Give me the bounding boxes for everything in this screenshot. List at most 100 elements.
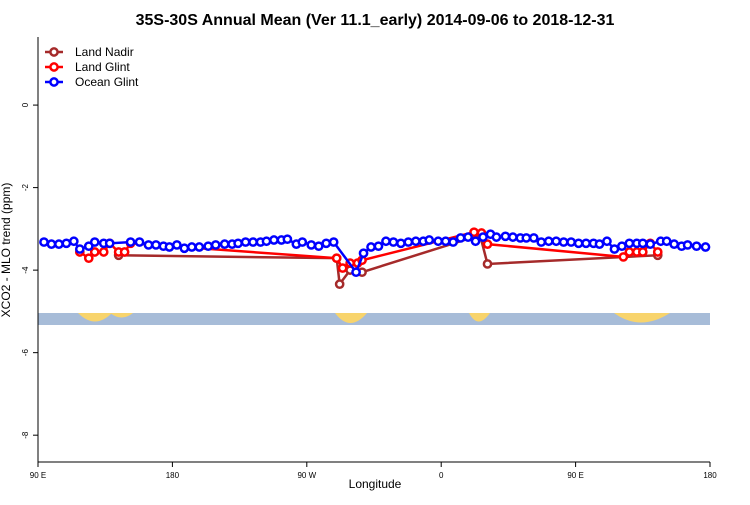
- data-point: [54, 239, 64, 249]
- data-point: [661, 236, 672, 247]
- data-point: [134, 237, 145, 247]
- data-point: [440, 236, 451, 247]
- data-point: [543, 236, 554, 247]
- data-point: [528, 233, 539, 243]
- data-point: [551, 236, 562, 247]
- data-point: [125, 237, 136, 247]
- data-point: [331, 253, 342, 264]
- x-axis-label: Longitude: [349, 477, 402, 491]
- ocean-strip: [38, 313, 710, 325]
- data-point: [282, 234, 293, 245]
- land-patch: [335, 313, 367, 323]
- data-point: [388, 237, 399, 247]
- x-tick-label: 180: [703, 471, 717, 480]
- data-point: [624, 238, 635, 249]
- data-point: [682, 240, 693, 250]
- data-point: [89, 237, 100, 247]
- legend-label: Ocean Glint: [75, 75, 139, 89]
- data-point: [381, 236, 391, 247]
- data-point: [410, 236, 421, 247]
- data-point: [602, 236, 612, 247]
- data-point: [433, 236, 444, 247]
- data-point: [448, 237, 458, 247]
- data-point: [508, 232, 518, 242]
- data-point: [637, 238, 648, 249]
- data-point: [558, 237, 569, 247]
- chart-title: 35S-30S Annual Mean (Ver 11.1_early) 201…: [136, 12, 615, 29]
- data-point: [700, 242, 711, 252]
- data-point: [179, 243, 190, 254]
- data-point: [164, 242, 175, 252]
- data-point: [83, 253, 94, 264]
- legend-marker: [49, 77, 59, 87]
- data-point: [334, 279, 345, 290]
- legend-label: Land Glint: [75, 60, 130, 74]
- data-point: [366, 242, 376, 252]
- data-point: [248, 237, 258, 247]
- x-tick-label: 90 E: [30, 471, 46, 480]
- data-point: [478, 232, 488, 242]
- data-point: [424, 235, 435, 245]
- data-point: [645, 239, 656, 249]
- data-point: [119, 247, 130, 257]
- legend-label: Land Nadir: [75, 45, 134, 59]
- data-point: [500, 231, 511, 242]
- data-point: [240, 237, 251, 247]
- data-point: [573, 238, 584, 249]
- legend-marker: [49, 62, 59, 72]
- x-tick-label: 180: [166, 471, 180, 480]
- data-point: [581, 238, 591, 249]
- data-point: [219, 239, 230, 249]
- data-point: [104, 238, 115, 249]
- data-point: [594, 239, 605, 249]
- x-tick-label: 90 E: [567, 471, 583, 480]
- data-point: [403, 237, 414, 247]
- data-point: [74, 244, 85, 254]
- data-point: [358, 248, 369, 259]
- data-point: [637, 247, 648, 257]
- data-point: [297, 237, 308, 247]
- data-point: [68, 236, 79, 247]
- data-point: [624, 247, 635, 257]
- x-tick-label: 90 W: [297, 471, 316, 480]
- data-point: [269, 235, 279, 245]
- data-point: [482, 239, 493, 249]
- data-point: [396, 238, 406, 249]
- data-point: [491, 232, 502, 242]
- data-point: [337, 263, 348, 273]
- data-point: [306, 240, 317, 250]
- data-point: [194, 242, 205, 252]
- data-point: [186, 242, 197, 252]
- data-point: [46, 239, 57, 249]
- y-tick-label: 0: [21, 102, 30, 107]
- data-point: [470, 236, 481, 247]
- data-point: [328, 237, 339, 247]
- data-point: [463, 232, 473, 242]
- land-ocean-strip: [38, 313, 710, 325]
- data-point: [151, 240, 161, 250]
- data-point: [261, 236, 272, 247]
- data-point: [373, 241, 384, 252]
- data-point: [210, 240, 221, 250]
- data-point: [172, 240, 182, 250]
- data-point: [609, 244, 620, 254]
- land-patch: [110, 313, 133, 318]
- data-point: [536, 237, 547, 247]
- data-point: [313, 241, 324, 252]
- land-patch: [78, 313, 112, 322]
- land-patch: [469, 313, 490, 322]
- data-point: [566, 237, 576, 247]
- data-point: [652, 247, 663, 257]
- y-tick-label: -2: [21, 184, 30, 192]
- data-point: [455, 233, 466, 243]
- data-point: [669, 239, 680, 249]
- y-tick-label: -6: [21, 349, 30, 357]
- data-point: [98, 247, 109, 257]
- data-point: [521, 233, 532, 243]
- land-patch: [614, 313, 670, 323]
- data-point: [351, 267, 361, 278]
- x-tick-label: 0: [439, 471, 444, 480]
- y-tick-label: -4: [21, 266, 30, 274]
